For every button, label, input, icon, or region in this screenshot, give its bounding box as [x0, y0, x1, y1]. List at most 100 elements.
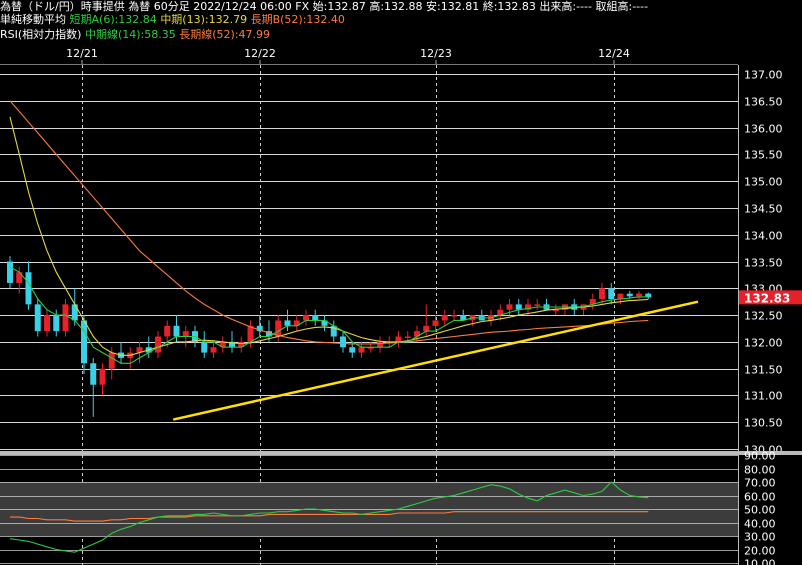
rsi-tick-label: 20.00 — [744, 545, 776, 558]
candle-body — [62, 304, 69, 332]
candle-body — [182, 331, 189, 337]
candle-body — [330, 325, 337, 337]
rsi-tick-label: 40.00 — [744, 518, 776, 531]
candle-body — [71, 304, 78, 321]
candle-body — [275, 320, 282, 337]
rsi-tick-label: 80.00 — [744, 464, 776, 477]
candle-body — [238, 341, 245, 348]
panel-separator — [0, 451, 802, 455]
candle-body — [358, 347, 365, 353]
date-label: 12/23 — [420, 47, 452, 60]
candle-body — [451, 315, 457, 317]
price-tick-label: 136.00 — [744, 123, 783, 136]
price-tick-label: 135.50 — [744, 149, 783, 162]
rsi-long-line — [10, 511, 649, 522]
price-tick-label: 133.50 — [744, 257, 783, 270]
candle-body — [164, 325, 171, 337]
candle-body — [552, 309, 559, 312]
candle-body — [506, 304, 513, 310]
moving-averages — [9, 100, 649, 364]
candle-body — [229, 341, 235, 348]
ma-short-legend: 短期A(6):132.84 — [69, 13, 157, 26]
price-tick-label: 131.00 — [744, 390, 783, 403]
date-label: 12/22 — [244, 47, 276, 60]
candle-body — [617, 293, 624, 299]
candle-body — [525, 304, 531, 310]
candle-body — [423, 325, 430, 332]
price-tick-label: 134.50 — [744, 203, 783, 216]
last-price-tag — [739, 290, 802, 305]
candle-body — [247, 325, 254, 342]
candle-body — [534, 304, 541, 306]
ma-mid-legend: 中期(13):132.79 — [160, 13, 248, 26]
candle-body — [340, 336, 346, 348]
chart-title-line: 為替（ドル/円）時事提供 為替 60分足 2022/12/24 06:00 FX… — [0, 0, 802, 14]
rsi-tick-label: 70.00 — [744, 477, 776, 490]
rsi-panel — [0, 455, 738, 564]
rsi-band — [0, 482, 738, 536]
price-tick-label: 132.00 — [744, 337, 783, 350]
rsi-tick-label: 10.00 — [744, 558, 776, 565]
candle-body — [284, 320, 291, 326]
price-grid — [0, 74, 738, 450]
ma-legend-title: 単純移動平均 — [0, 13, 66, 26]
candle-body — [90, 363, 97, 385]
candle-body — [626, 293, 633, 297]
candle-body — [349, 347, 356, 353]
candle-body — [460, 315, 467, 321]
candle-body — [441, 315, 448, 321]
price-axis: 137.00 136.50 136.00 135.50 135.00 134.50 134.… — [0, 65, 802, 565]
rsi-legend-line: RSI(相対力指数) 中期線(14):58.35 長期線(52):47.99 — [0, 28, 802, 42]
candle-body — [81, 320, 87, 364]
candle-body — [266, 331, 272, 337]
candle-body — [414, 331, 420, 337]
candle-body — [608, 288, 615, 299]
candle-body — [312, 315, 319, 321]
candle-body — [44, 315, 50, 332]
rsi-tick-label: 30.00 — [744, 531, 776, 544]
chart-title: 為替（ドル/円）時事提供 為替 60分足 2022/12/24 06:00 FX… — [0, 0, 649, 13]
ma-mid-line — [9, 116, 649, 356]
candle-body — [367, 347, 374, 349]
price-tick-label: 135.00 — [744, 176, 783, 189]
candle-body — [108, 352, 115, 369]
candle-body — [219, 341, 226, 348]
date-axis-band — [0, 43, 738, 65]
candle-body — [395, 336, 402, 342]
candle-body — [155, 336, 161, 353]
candle-body — [16, 272, 23, 283]
date-grid — [82, 65, 615, 565]
support-trendline — [172, 300, 699, 421]
rsi-tick-label: 90.00 — [744, 450, 776, 463]
candle-body — [321, 320, 328, 326]
candle-body — [404, 336, 411, 338]
candle-body — [293, 320, 300, 326]
price-tick-label: 131.50 — [744, 364, 783, 377]
price-tick-label: 134.00 — [744, 230, 783, 243]
trendline — [172, 300, 699, 421]
candle-body — [7, 261, 13, 283]
ma-short-line — [9, 266, 649, 364]
candle-body — [432, 320, 439, 326]
candlesticks — [7, 256, 652, 417]
price-tick-label: 136.50 — [744, 96, 783, 109]
candle-body — [256, 325, 263, 332]
date-label: 12/21 — [66, 47, 98, 60]
candle-body — [210, 347, 217, 353]
date-axis: 12/21 12/22 12/23 12/24 — [0, 43, 738, 65]
candle-body — [599, 288, 605, 299]
candle-body — [377, 341, 383, 348]
price-tick-label: 132.50 — [744, 310, 783, 323]
rsi-tick-label: 60.00 — [744, 491, 776, 504]
candle-body — [136, 347, 143, 353]
rsi-long-legend: 長期線(52):47.99 — [179, 28, 271, 41]
rsi-mid-legend: 中期線(14):58.35 — [84, 28, 176, 41]
rsi-mid-line — [9, 481, 649, 553]
candle-body — [53, 315, 60, 332]
ma-long-line — [9, 100, 649, 345]
price-tick-label: 137.00 — [744, 69, 783, 82]
ma-long-legend: 長期B(52):132.40 — [250, 13, 345, 26]
last-price-label: 132.83 — [744, 291, 790, 305]
candle-body — [645, 293, 652, 298]
